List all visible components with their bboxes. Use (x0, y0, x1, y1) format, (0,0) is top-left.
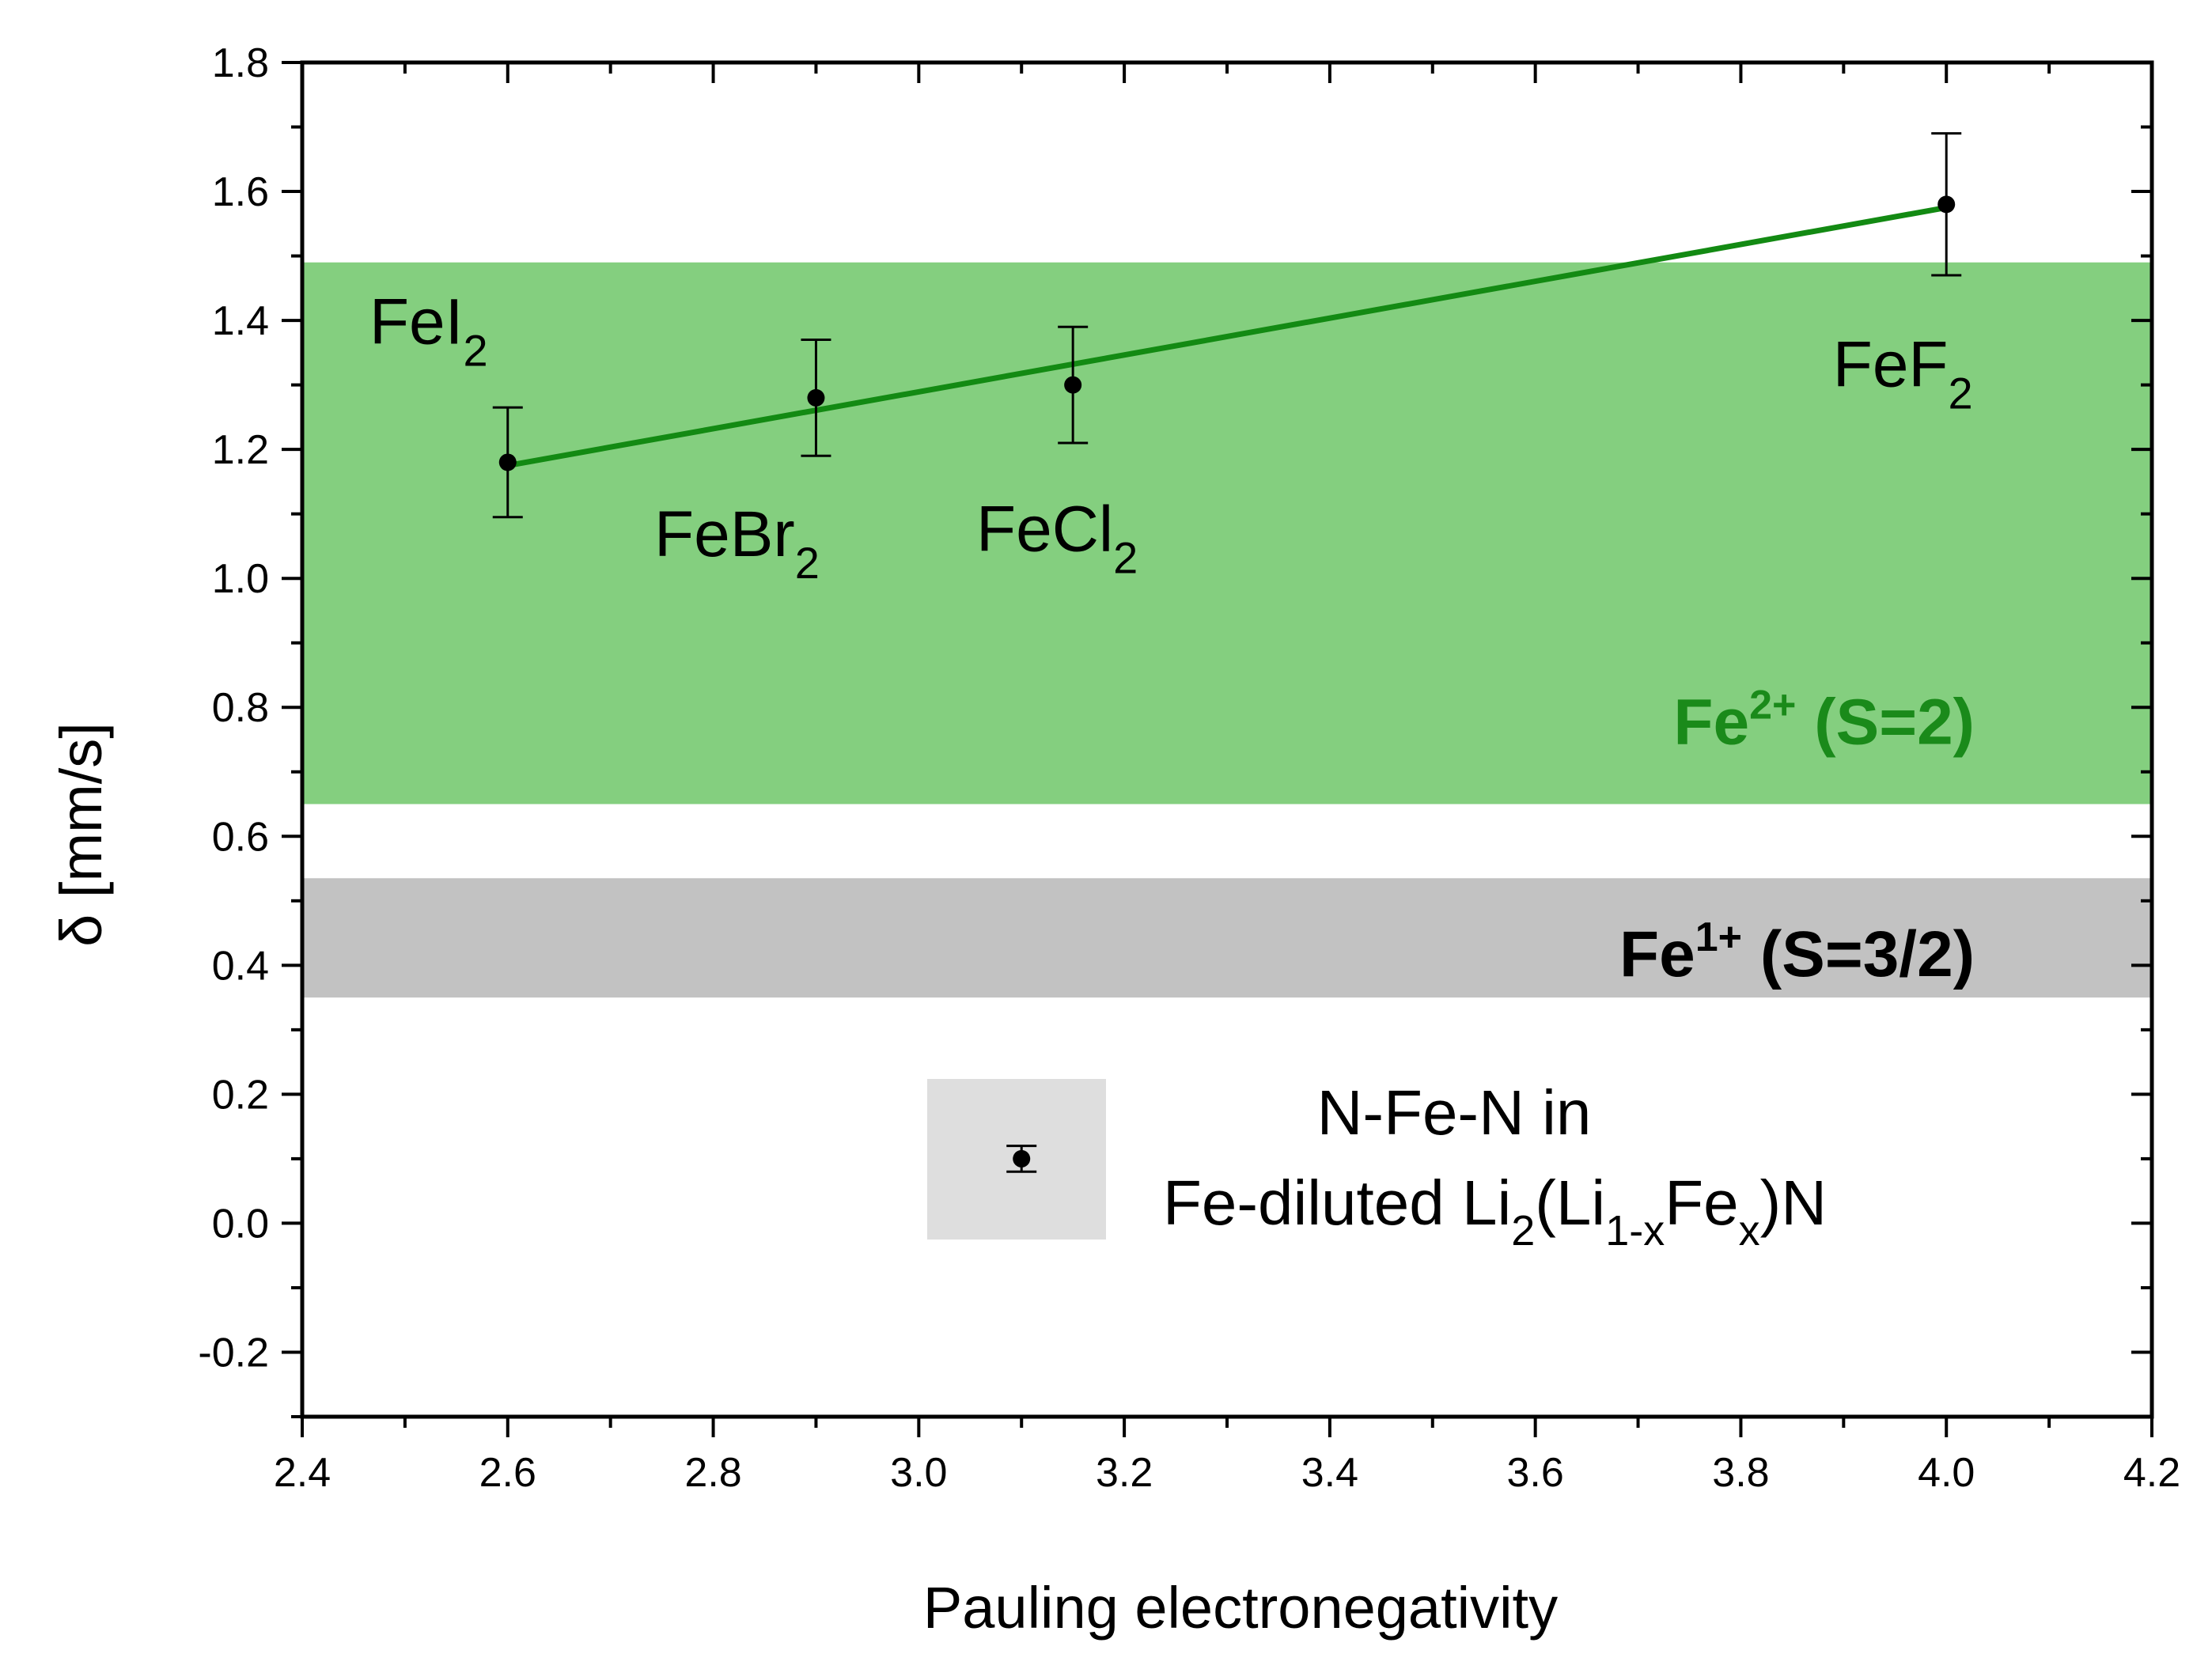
compound-label-fei: FeI2 (369, 286, 488, 375)
band-label-rest: (S=2) (1796, 687, 1975, 759)
data-point-fecl (1064, 376, 1082, 394)
fe1plus-band-label: Fe1+ (S=3/2) (1619, 914, 1975, 990)
band-label-main: Fe (1619, 918, 1695, 990)
y-tick-label: 1.0 (212, 556, 269, 602)
compound-label-text: FeBr (654, 498, 795, 570)
y-tick-label: -0.2 (198, 1330, 269, 1376)
points-layer (492, 132, 1962, 519)
compound-label-fef: FeF2 (1833, 328, 1973, 418)
y-tick-label: 0.4 (212, 943, 269, 989)
legend-subscript: 2 (1511, 1207, 1535, 1255)
y-tick-label: 0.8 (212, 685, 269, 731)
y-tick-label: 0.6 (212, 814, 269, 860)
legend-text-part: (Li (1535, 1168, 1605, 1238)
fe2plus-band-label: Fe2+ (S=2) (1673, 683, 1975, 759)
band-fe2plus (302, 262, 2152, 804)
x-tick-label: 3.6 (1507, 1450, 1564, 1496)
y-tick-label: 1.6 (212, 169, 269, 215)
compound-label-text: FeCl (976, 494, 1113, 566)
band-label-superscript: 2+ (1749, 683, 1796, 729)
data-point-fei (498, 453, 517, 471)
fit-layer (507, 204, 1947, 468)
legend-text-part: Fe (1665, 1168, 1738, 1238)
band-label-rest: (S=3/2) (1742, 918, 1975, 990)
compound-label-fecl: FeCl2 (976, 494, 1138, 583)
legend-text-part: )N (1760, 1168, 1827, 1238)
band-label-superscript: 1+ (1695, 914, 1742, 960)
x-axis-title: Pauling electronegativity (923, 1575, 1558, 1641)
x-tick-label: 3.4 (1301, 1450, 1358, 1496)
compound-label-subscript: 2 (1113, 533, 1138, 583)
x-tick-label: 4.0 (1918, 1450, 1975, 1496)
x-tick-label: 2.6 (479, 1450, 536, 1496)
axes-layer: 2.4 2.6 2.8 3.0 3.2 3.4 3.6 3.8 4.0 4.2 -0.2 0.0 0.2… (198, 40, 2180, 1496)
legend-text-part: Fe-diluted Li (1163, 1168, 1511, 1238)
band-fe1plus (302, 878, 2152, 998)
y-axis-title: δ [mm/s] (48, 722, 114, 947)
x-tick-label: 3.0 (890, 1450, 947, 1496)
bands-layer (302, 262, 2152, 998)
y-tick-label: 1.2 (212, 427, 269, 473)
x-tick-label: 3.2 (1096, 1450, 1153, 1496)
y-tick-label: 1.4 (212, 298, 269, 344)
legend-line1: N-Fe-N in (1317, 1077, 1592, 1148)
compound-label-febr: FeBr2 (654, 498, 820, 588)
band-label-main: Fe (1673, 687, 1749, 759)
y-tick-label: 0.2 (212, 1072, 269, 1118)
legend-point (1013, 1149, 1031, 1168)
compound-label-subscript: 2 (463, 325, 487, 375)
compound-label-subscript: 2 (1949, 368, 1973, 418)
x-tick-label: 2.8 (684, 1450, 741, 1496)
data-point-fef (1937, 195, 1956, 214)
data-point-febr (807, 388, 825, 407)
compound-label-text: FeI (369, 286, 463, 358)
legend-subscript: 1-x (1605, 1207, 1665, 1255)
y-tick-label: 1.8 (212, 40, 269, 86)
linear-fit-line (507, 204, 1947, 468)
legend-subscript: x (1739, 1207, 1760, 1255)
compound-label-subscript: 2 (795, 538, 820, 588)
x-tick-label: 4.2 (2123, 1450, 2180, 1496)
x-tick-label: 2.4 (274, 1450, 331, 1496)
legend-layer: N-Fe-N in Fe-diluted Li2(Li1-xFex)N (927, 1077, 1827, 1255)
y-tick-label: 0.0 (212, 1201, 269, 1247)
compound-label-text: FeF (1833, 328, 1949, 400)
x-tick-label: 3.8 (1712, 1450, 1769, 1496)
legend-line2: Fe-diluted Li2(Li1-xFex)N (1163, 1168, 1827, 1255)
